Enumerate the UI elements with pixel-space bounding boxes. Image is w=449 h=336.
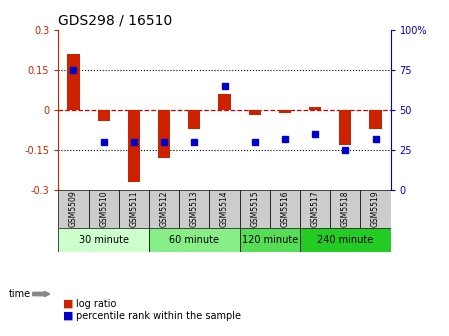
Text: 240 minute: 240 minute bbox=[317, 235, 374, 245]
Text: 60 minute: 60 minute bbox=[169, 235, 219, 245]
Bar bbox=[209, 190, 240, 228]
Bar bbox=[88, 190, 119, 228]
Bar bbox=[240, 228, 300, 252]
Text: GSM5513: GSM5513 bbox=[190, 191, 199, 227]
Bar bbox=[249, 110, 261, 115]
Text: GSM5516: GSM5516 bbox=[281, 191, 290, 227]
Bar bbox=[219, 94, 230, 110]
Bar bbox=[370, 110, 382, 129]
Bar bbox=[179, 190, 209, 228]
Text: time: time bbox=[9, 289, 31, 299]
Bar bbox=[240, 190, 270, 228]
Bar bbox=[270, 190, 300, 228]
Text: ■: ■ bbox=[63, 311, 73, 321]
Text: GSM5518: GSM5518 bbox=[341, 191, 350, 227]
Text: GSM5517: GSM5517 bbox=[311, 191, 320, 227]
Text: GSM5510: GSM5510 bbox=[99, 191, 108, 227]
Text: GSM5514: GSM5514 bbox=[220, 191, 229, 227]
Bar bbox=[128, 110, 140, 182]
Bar bbox=[361, 190, 391, 228]
Bar bbox=[339, 110, 352, 144]
Bar bbox=[149, 190, 179, 228]
Bar bbox=[300, 228, 391, 252]
Bar bbox=[279, 110, 291, 113]
Bar bbox=[188, 110, 200, 129]
Text: log ratio: log ratio bbox=[76, 299, 117, 309]
Bar bbox=[149, 228, 240, 252]
Text: 30 minute: 30 minute bbox=[79, 235, 129, 245]
Text: GSM5511: GSM5511 bbox=[129, 191, 138, 227]
Bar bbox=[158, 110, 170, 158]
Bar bbox=[58, 190, 88, 228]
Text: GSM5512: GSM5512 bbox=[159, 191, 168, 227]
Bar bbox=[330, 190, 361, 228]
Text: GDS298 / 16510: GDS298 / 16510 bbox=[58, 14, 172, 28]
Text: GSM5515: GSM5515 bbox=[250, 191, 259, 227]
Bar bbox=[67, 54, 79, 110]
Text: ■: ■ bbox=[63, 299, 73, 309]
Bar bbox=[309, 107, 321, 110]
Text: GSM5509: GSM5509 bbox=[69, 191, 78, 227]
Text: percentile rank within the sample: percentile rank within the sample bbox=[76, 311, 241, 321]
Bar bbox=[58, 228, 149, 252]
Text: GSM5519: GSM5519 bbox=[371, 191, 380, 227]
Bar bbox=[119, 190, 149, 228]
Bar bbox=[300, 190, 330, 228]
Bar bbox=[97, 110, 110, 121]
Text: 120 minute: 120 minute bbox=[242, 235, 298, 245]
